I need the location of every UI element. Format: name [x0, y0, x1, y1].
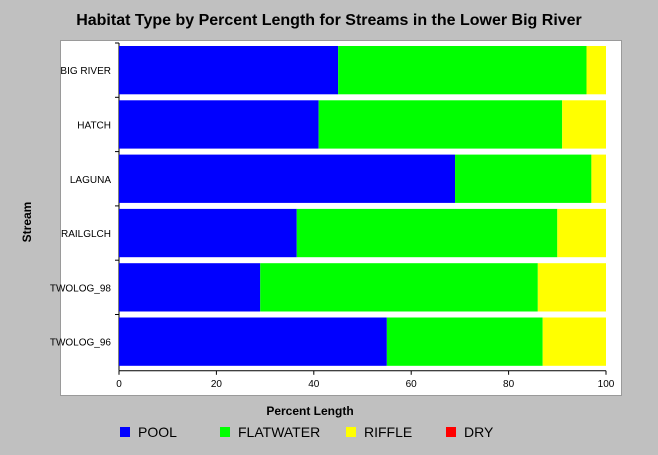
y-tick-label: LAGUNA — [70, 175, 111, 186]
bar-riffle-hatch — [562, 100, 606, 149]
bar-flatwater-laguna — [455, 154, 592, 203]
bar-pool-twolog-96 — [119, 317, 387, 366]
bar-flatwater-twolog-98 — [260, 263, 538, 312]
x-tick-label: 80 — [503, 379, 515, 390]
bar-riffle-big-river — [586, 46, 606, 95]
x-tick-label: 100 — [598, 379, 615, 390]
x-axis-label: Percent Length — [266, 404, 354, 418]
x-tick-label: 60 — [406, 379, 418, 390]
legend-swatch — [346, 427, 356, 437]
y-tick-label: HATCH — [77, 120, 111, 131]
bar-pool-twolog-98 — [119, 263, 261, 312]
y-tick-label: RAILGLCH — [61, 229, 111, 240]
bar-pool-big-river — [119, 46, 339, 95]
legend: POOL FLATWATER RIFFLE DRY — [120, 424, 620, 442]
y-tick-label: TWOLOG_96 — [50, 338, 112, 349]
bar-pool-laguna — [119, 154, 456, 203]
y-tick-label: TWOLOG_98 — [50, 283, 112, 294]
x-tick-label: 0 — [116, 379, 122, 390]
x-tick-label: 20 — [211, 379, 223, 390]
bar-flatwater-railglch — [296, 208, 558, 258]
bar-riffle-railglch — [557, 208, 606, 258]
legend-swatch — [120, 427, 130, 437]
bar-riffle-twolog-98 — [537, 263, 606, 312]
bar-pool-railglch — [119, 208, 297, 258]
y-tick-label: BIG RIVER — [60, 66, 111, 77]
x-tick-label: 40 — [308, 379, 320, 390]
legend-label: RIFFLE — [364, 424, 413, 440]
legend-swatch — [220, 427, 230, 437]
bar-riffle-laguna — [591, 154, 606, 203]
bar-flatwater-twolog-96 — [386, 317, 543, 366]
legend-label: DRY — [464, 424, 494, 440]
chart-title: Habitat Type by Percent Length for Strea… — [76, 12, 582, 29]
legend-label: POOL — [138, 424, 177, 440]
bar-flatwater-hatch — [318, 100, 563, 149]
legend-label: FLATWATER — [238, 424, 321, 440]
bar-riffle-twolog-96 — [542, 317, 606, 366]
bar-pool-hatch — [119, 100, 319, 149]
legend-swatch — [446, 427, 456, 437]
bar-flatwater-big-river — [338, 46, 587, 95]
